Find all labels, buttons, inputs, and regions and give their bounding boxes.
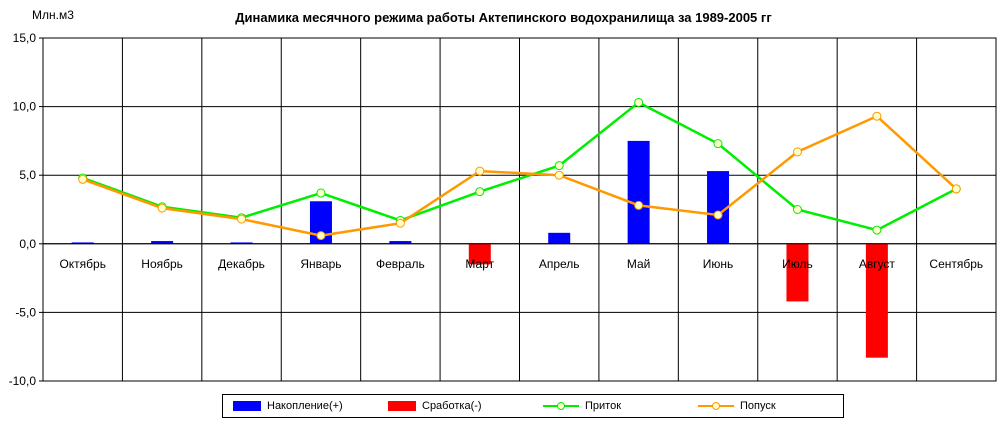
- point-release: [316, 231, 326, 241]
- point-inflow: [872, 225, 882, 235]
- point-release: [634, 200, 644, 210]
- x-category-label: Июль: [782, 257, 813, 271]
- point-inflow: [554, 161, 564, 171]
- point-release: [872, 111, 882, 121]
- point-release: [475, 166, 485, 176]
- chart-plot: 15,0 10,0 5,0 0,0 -5,0 -10,0 Октябрь Ноябрь Дека…: [9, 31, 997, 388]
- x-category-label: Ноябрь: [141, 257, 183, 271]
- bar-accumulation: [548, 232, 571, 244]
- y-tick-label: 15,0: [13, 31, 37, 45]
- y-tick-label: 0,0: [19, 237, 36, 251]
- legend-label-release: Попуск: [740, 400, 776, 412]
- legend-swatch-accumulation: [233, 401, 261, 411]
- bar-accumulation: [151, 241, 174, 244]
- y-axis-unit-label: Млн.м3: [32, 8, 74, 22]
- point-release: [78, 174, 88, 184]
- y-tick-label: 5,0: [19, 168, 36, 182]
- legend-label-accumulation: Накопление(+): [267, 400, 343, 412]
- y-tick-label: -10,0: [9, 374, 37, 388]
- point-inflow: [316, 188, 326, 198]
- legend-label-inflow: Приток: [585, 400, 622, 412]
- point-release: [792, 147, 802, 157]
- line-release: [82, 114, 958, 237]
- point-release: [554, 170, 564, 180]
- x-category-label: Апрель: [539, 257, 580, 271]
- bar-drawdown: [786, 243, 809, 302]
- x-category-label: Март: [465, 257, 494, 271]
- point-inflow: [634, 97, 644, 107]
- x-category-label: Июнь: [703, 257, 734, 271]
- point-release: [713, 210, 723, 220]
- legend-swatch-drawdown: [388, 401, 416, 411]
- x-category-label: Август: [859, 257, 896, 271]
- x-category-label: Февраль: [376, 257, 425, 271]
- chart-title: Динамика месячного режима работы Актепин…: [235, 10, 772, 25]
- legend-line-inflow: [543, 400, 579, 412]
- y-tick-label: 10,0: [13, 100, 37, 114]
- legend-label-drawdown: Сработка(-): [422, 400, 482, 412]
- legend-item-release: Попуск: [688, 400, 843, 412]
- x-category-label: Декабрь: [218, 257, 265, 271]
- point-inflow: [713, 139, 723, 149]
- point-release: [157, 203, 167, 213]
- x-category-label: Сентябрь: [929, 257, 983, 271]
- chart-legend: Накопление(+) Сработка(-) Приток Попуск: [222, 394, 844, 418]
- bar-accumulation: [707, 171, 730, 244]
- bar-drawdown: [468, 243, 491, 265]
- bar-accumulation: [389, 241, 412, 244]
- x-category-label: Январь: [300, 257, 341, 271]
- legend-item-drawdown: Сработка(-): [378, 400, 533, 412]
- point-inflow: [475, 187, 485, 197]
- legend-line-release: [698, 400, 734, 412]
- point-release: [395, 218, 405, 228]
- bar-drawdown: [865, 243, 888, 358]
- bar-accumulation: [71, 242, 94, 244]
- y-tick-label: -5,0: [15, 305, 36, 319]
- point-release: [237, 214, 247, 224]
- legend-item-accumulation: Накопление(+): [223, 400, 378, 412]
- bar-accumulation: [230, 242, 253, 244]
- point-release: [951, 184, 961, 194]
- legend-item-inflow: Приток: [533, 400, 688, 412]
- bar-accumulation: [627, 140, 650, 244]
- point-inflow: [792, 205, 802, 214]
- x-category-label: Май: [627, 257, 651, 271]
- line-inflow: [82, 101, 957, 232]
- x-category-label: Октябрь: [59, 257, 106, 271]
